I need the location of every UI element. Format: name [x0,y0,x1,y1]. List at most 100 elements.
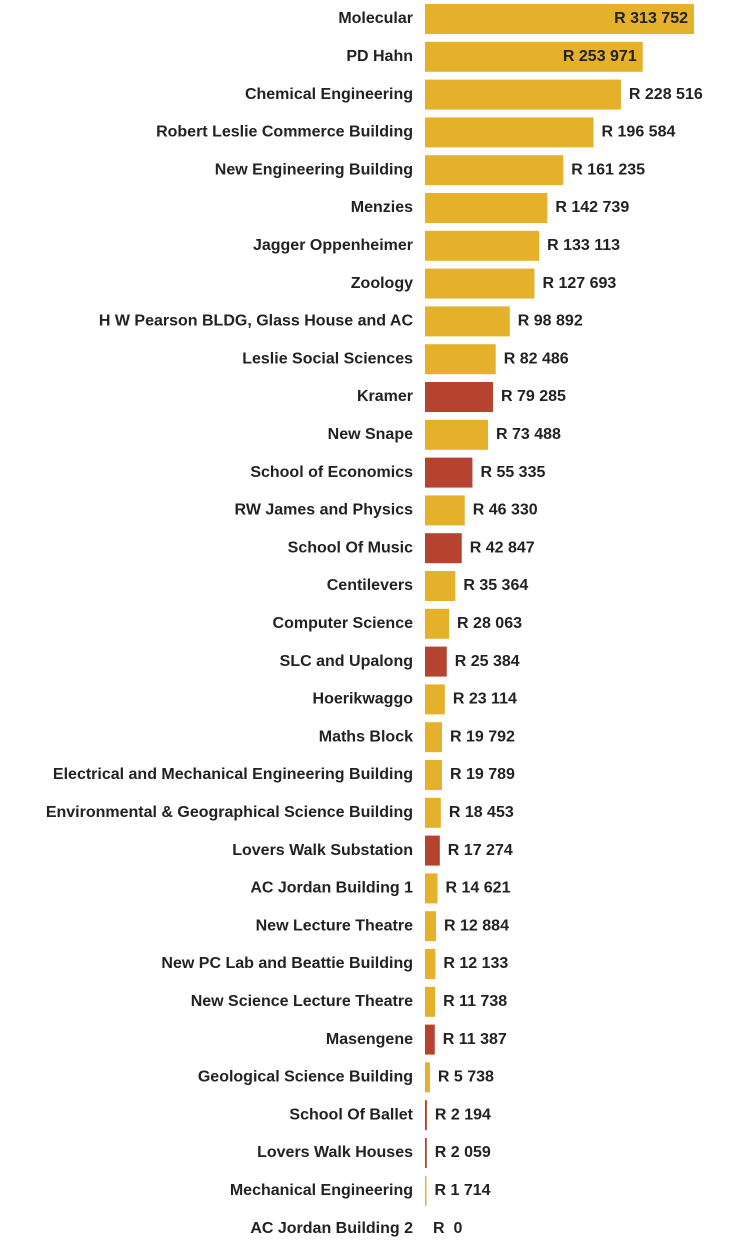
value-label: R 73 488 [496,426,561,443]
value-label: R 82 486 [504,350,569,367]
value-label: R 5 738 [438,1069,494,1086]
value-label: R 19 789 [450,766,515,783]
value-label: R 133 113 [547,237,620,254]
value-label: R 313 752 [614,10,688,27]
value-label: R 142 739 [555,199,629,216]
value-label: R 46 330 [473,502,538,519]
category-label: Electrical and Mechanical Engineering Bu… [53,766,413,783]
category-label: AC Jordan Building 2 [250,1220,413,1237]
category-label: Maths Block [319,728,413,745]
value-label: R 2 059 [435,1144,491,1161]
category-label: Robert Leslie Commerce Building [156,124,413,141]
value-label: R 35 364 [463,577,528,594]
bar [425,230,540,261]
category-label: SLC and Upalong [280,653,413,670]
value-label: R 2 194 [435,1106,491,1123]
bar [425,684,445,715]
category-label: New PC Lab and Beattie Building [161,955,413,972]
value-label: R 14 621 [446,880,511,897]
bar [425,760,442,790]
value-label: R 25 384 [455,653,520,670]
value-label: R 228 516 [629,86,703,103]
bar [425,949,436,979]
bar [425,873,438,904]
category-label: New Engineering Building [215,161,413,178]
bar [425,79,621,110]
bar [425,495,465,526]
bar [425,1175,427,1206]
category-label: Environmental & Geographical Science Bui… [46,804,413,821]
value-label: R 127 693 [542,275,616,292]
category-label: PD Hahn [346,48,413,65]
value-label: R 196 584 [602,124,676,141]
bar [425,533,462,564]
value-label: R 55 335 [480,464,545,481]
bar [425,1062,430,1093]
bar [425,419,489,450]
category-label: Chemical Engineering [245,86,413,103]
bar [425,646,447,677]
category-label: Jagger Oppenheimer [253,237,413,254]
category-label: Mechanical Engineering [230,1182,413,1199]
bar [425,306,510,337]
category-label: New Science Lecture Theatre [191,993,413,1010]
bar [425,1138,427,1168]
bar [425,608,450,639]
category-label: Leslie Social Sciences [242,350,413,367]
value-label: R 161 235 [571,161,645,178]
value-label: R 1 714 [434,1182,490,1199]
bar [425,457,473,488]
bar [425,4,694,34]
value-label: R 28 063 [457,615,522,632]
bar [425,268,535,299]
bar [425,911,437,942]
category-label: School of Economics [250,464,413,481]
category-label: RW James and Physics [235,502,414,519]
bar [425,155,564,186]
category-label: Lovers Walk Houses [257,1144,413,1161]
category-label: Geological Science Building [198,1069,413,1086]
category-label: AC Jordan Building 1 [250,880,413,897]
value-label: R 17 274 [448,842,513,859]
value-label: R 12 884 [444,917,509,934]
value-label: R 11 738 [443,993,507,1010]
bar [425,344,496,375]
bar [425,722,442,753]
value-label: R 0 [433,1220,462,1237]
bar [425,986,436,1017]
value-label: R 42 847 [470,539,535,556]
bar [425,835,440,866]
category-label: Zoology [351,275,413,292]
value-label: R 12 133 [443,955,508,972]
bar [425,382,493,412]
value-label: R 19 792 [450,728,515,745]
category-label: Menzies [351,199,413,216]
category-label: Molecular [338,10,413,27]
category-label: Lovers Walk Substation [232,842,413,859]
category-label: New Snape [328,426,413,443]
category-label: H W Pearson BLDG, Glass House and AC [99,313,414,330]
value-label: R 98 892 [518,313,583,330]
bar [425,797,441,828]
bar [425,571,456,601]
category-label: Kramer [357,388,413,405]
category-label: Hoerikwaggo [313,691,414,708]
bar [425,41,643,72]
value-label: R 18 453 [449,804,514,821]
bar [425,117,594,148]
category-label: Computer Science [273,615,414,632]
value-label: R 79 285 [501,388,566,405]
value-label: R 253 971 [563,48,637,65]
value-label: R 11 387 [443,1031,507,1048]
bar [425,193,548,223]
category-label: New Lecture Theatre [256,917,413,934]
category-label: School Of Music [288,539,413,556]
value-label: R 23 114 [453,691,517,708]
category-label: Masengene [326,1031,413,1048]
category-label: School Of Ballet [289,1106,413,1123]
category-label: Centilevers [327,577,413,594]
bar [425,1024,435,1055]
bar [425,1100,427,1131]
